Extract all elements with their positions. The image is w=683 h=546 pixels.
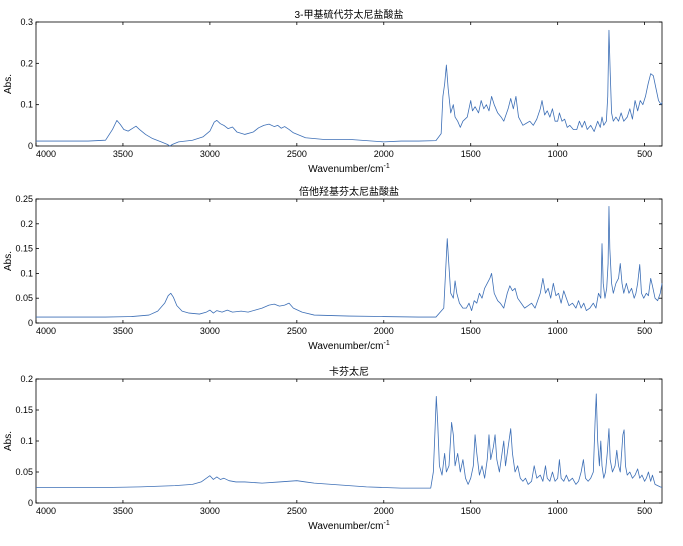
y-tick-label: 0.2 (20, 219, 33, 229)
x-axis-label-superscript: -1 (383, 340, 389, 347)
x-tick-label: 500 (637, 326, 652, 336)
x-tick-label: 500 (637, 149, 652, 159)
chart-title: 倍他羟基芬太尼盐酸盐 (299, 185, 399, 198)
plot-frame (35, 198, 663, 324)
x-tick-label: 1000 (548, 149, 568, 159)
y-axis-label: Abs. (3, 251, 14, 271)
y-tick-label: 0 (28, 318, 33, 328)
y-axis-label: Abs. (3, 74, 14, 94)
x-axis-label-superscript: -1 (383, 163, 389, 170)
y-tick-label: 0.1 (20, 436, 33, 446)
x-tick-label: 1000 (548, 506, 568, 516)
chart-panel-1: 3-甲基硫代芬太尼盐酸盐 4000 3500 3000 2500 2000 1500 1000… (3, 8, 663, 175)
x-tick-label: 2500 (287, 326, 307, 336)
x-tick-label: 3000 (200, 149, 220, 159)
chart-panel-2: 倍他羟基芬太尼盐酸盐 4000 3500 3000 2500 2000 1500 1000 50… (3, 185, 663, 352)
y-tick-label: 0.1 (20, 100, 33, 110)
x-axis-label-text: Wavenumber/cm (308, 341, 383, 352)
chart-title: 卡芬太尼 (329, 365, 369, 378)
y-tick-label: 0 (28, 141, 33, 151)
x-tick-label: 3500 (113, 149, 133, 159)
x-axis-label-text: Wavenumber/cm (308, 521, 383, 532)
x-axis-label: Wavenumber/cm-1 (308, 163, 390, 175)
x-tick-label: 500 (637, 506, 652, 516)
y-tick-label: 0.3 (20, 17, 33, 27)
y-tick-label: 0.05 (15, 467, 33, 477)
x-tick-label: 3000 (200, 326, 220, 336)
chart-panel-3: 卡芬太尼 4000 3500 3000 2500 2000 1500 1000 500 0 0.05… (3, 365, 663, 532)
y-tick-label: 0 (28, 498, 33, 508)
x-tick-label: 4000 (36, 149, 56, 159)
plot-frame (35, 21, 663, 147)
x-tick-label: 3500 (113, 506, 133, 516)
y-tick-label: 0.05 (15, 293, 33, 303)
x-axis-label: Wavenumber/cm-1 (308, 520, 390, 532)
spectrum-line (36, 29, 663, 147)
x-tick-label: 4000 (36, 326, 56, 336)
y-tick-label: 0.2 (20, 374, 33, 384)
y-tick-label: 0.15 (15, 405, 33, 415)
x-tick-label: 1500 (461, 506, 481, 516)
chart-title: 3-甲基硫代芬太尼盐酸盐 (295, 8, 404, 21)
y-tick-label: 0.15 (15, 244, 33, 254)
x-tick-label: 4000 (36, 506, 56, 516)
x-axis-label: Wavenumber/cm-1 (308, 340, 390, 352)
x-tick-label: 1500 (461, 149, 481, 159)
plot-frame (35, 378, 663, 504)
x-tick-label: 2000 (374, 326, 394, 336)
y-axis-label: Abs. (3, 431, 14, 451)
x-tick-label: 2500 (287, 149, 307, 159)
spectrum-line (36, 206, 663, 318)
x-axis-label-text: Wavenumber/cm (308, 164, 383, 175)
x-tick-label: 1500 (461, 326, 481, 336)
spectrum-line (36, 393, 663, 489)
x-tick-label: 2000 (374, 506, 394, 516)
x-tick-label: 1000 (548, 326, 568, 336)
x-tick-label: 3000 (200, 506, 220, 516)
x-tick-label: 2500 (287, 506, 307, 516)
x-tick-label: 2000 (374, 149, 394, 159)
y-tick-label: 0.2 (20, 58, 33, 68)
y-tick-label: 0.25 (15, 194, 33, 204)
x-tick-label: 3500 (113, 326, 133, 336)
y-tick-label: 0.1 (20, 268, 33, 278)
x-axis-label-superscript: -1 (383, 520, 389, 527)
